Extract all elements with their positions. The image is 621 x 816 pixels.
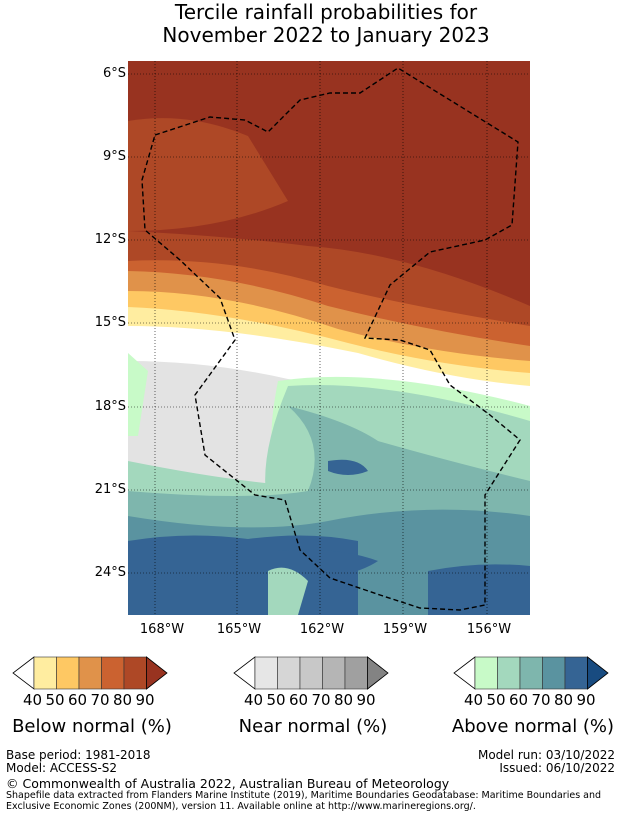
model-name: Model: ACCESS-S2 (6, 761, 118, 775)
colorbar-tick: 80 (554, 691, 574, 709)
issued-date: Issued: 06/10/2022 (499, 761, 615, 775)
colorbar-tick: 80 (334, 691, 354, 709)
colorbar-swatch (497, 656, 521, 690)
colorbar-tick: 50 (45, 691, 65, 709)
lat-tick: 24°S (94, 565, 126, 580)
colorbar-swatch (344, 656, 368, 690)
colorbar-min-arrow (233, 656, 256, 690)
colorbar-swatch (277, 656, 301, 690)
colorbar-max-arrow (146, 656, 168, 690)
lon-tick: 156°W (466, 622, 512, 637)
graticule (128, 61, 530, 615)
colorbar-swatch (101, 656, 125, 690)
lat-tick: 18°S (94, 399, 126, 414)
colorbar-swatch (474, 656, 498, 690)
near-normal-label: Near normal (%) (238, 716, 388, 737)
colorbar-min-arrow (453, 656, 476, 690)
shapefile-credit-1: Shapefile data extracted from Flanders M… (6, 790, 602, 801)
model-run: Model run: 03/10/2022 (477, 748, 615, 762)
colorbar-tick: 50 (266, 691, 286, 709)
colorbar-tick: 70 (531, 691, 551, 709)
colorbar-swatch (564, 656, 588, 690)
colorbar-tick: 70 (90, 691, 110, 709)
colorbar-swatch (542, 656, 566, 690)
colorbar-tick: 80 (113, 691, 133, 709)
colorbar-swatch (78, 656, 102, 690)
above-normal-colorbar (453, 656, 609, 690)
copyright: © Commonwealth of Australia 2022, Austra… (6, 776, 450, 791)
rainfall-probability-map (128, 61, 530, 615)
lon-tick: 165°W (216, 622, 262, 637)
lat-tick: 6°S (102, 66, 126, 81)
region-below-80 (128, 118, 288, 231)
near-normal-colorbar (233, 656, 389, 690)
colorbar-max-arrow (367, 656, 389, 690)
below-normal-ticks: 40 50 60 70 80 90 (23, 691, 174, 709)
eez-boundary (141, 67, 521, 611)
above-normal-label: Above normal (%) (451, 716, 615, 737)
title-line-2: November 2022 to January 2023 (162, 23, 490, 47)
colorbar-swatch (519, 656, 543, 690)
colorbar-min-arrow (12, 656, 35, 690)
lat-tick: 21°S (94, 482, 126, 497)
colorbar-tick: 70 (311, 691, 331, 709)
colorbar-max-arrow (587, 656, 609, 690)
colorbar-tick: 60 (68, 691, 88, 709)
lat-tick: 9°S (102, 149, 126, 164)
colorbar-tick: 60 (289, 691, 309, 709)
below-normal-label: Below normal (%) (12, 716, 172, 737)
lat-tick: 12°S (94, 232, 126, 247)
colorbar-tick: 40 (464, 691, 484, 709)
colorbar-swatch (56, 656, 80, 690)
colorbar-swatch (123, 656, 147, 690)
colorbar-tick: 60 (509, 691, 529, 709)
colorbar-swatch (322, 656, 346, 690)
below-normal-colorbar (12, 656, 168, 690)
lon-tick: 168°W (139, 622, 185, 637)
colorbar-tick: 40 (244, 691, 264, 709)
colorbar-swatch (33, 656, 57, 690)
colorbar-tick: 90 (356, 691, 376, 709)
colorbar-tick: 50 (486, 691, 506, 709)
lat-tick: 15°S (94, 315, 126, 330)
colorbar-tick: 40 (23, 691, 43, 709)
shapefile-credit-2: Exclusive Economic Zones (200NM), versio… (6, 801, 476, 812)
base-period: Base period: 1981-2018 (6, 748, 151, 762)
colorbar-tick: 90 (135, 691, 155, 709)
near-normal-ticks: 40 50 60 70 80 90 (244, 691, 395, 709)
colorbar-swatch (254, 656, 278, 690)
colorbar-tick: 90 (576, 691, 596, 709)
above-normal-ticks: 40 50 60 70 80 90 (464, 691, 615, 709)
title-line-1: Tercile rainfall probabilities for (174, 0, 478, 24)
colorbar-swatch (299, 656, 323, 690)
lon-tick: 162°W (299, 622, 345, 637)
lon-tick: 159°W (382, 622, 428, 637)
